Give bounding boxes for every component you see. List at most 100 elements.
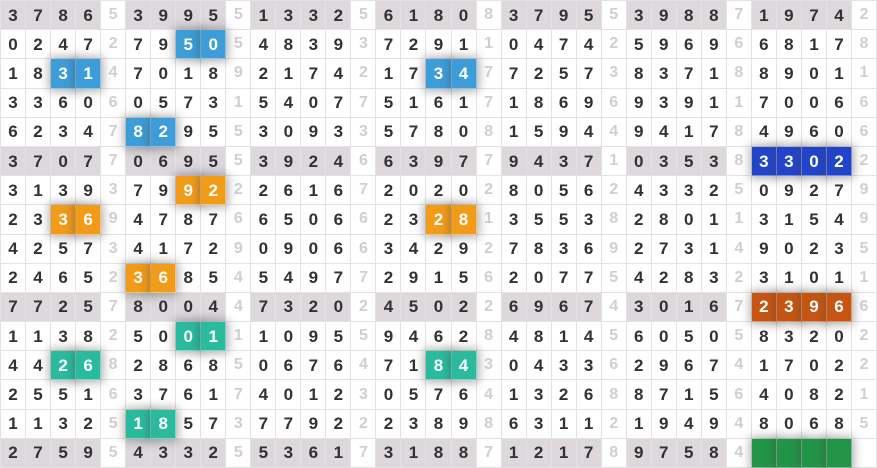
digit-cell: 6 [701, 292, 727, 323]
gap-digit-cell: 8 [476, 1, 502, 31]
digit-cell: 0 [626, 146, 652, 177]
gap-digit-cell: 2 [101, 263, 127, 293]
digit-cell: 3 [376, 438, 402, 468]
gap-digit-cell: 1 [476, 30, 502, 60]
digit-cell: 6 [501, 409, 527, 439]
digit-cell: 9 [326, 30, 352, 60]
gap-digit-cell: 5 [226, 146, 252, 177]
digit-cell: 0 [51, 146, 77, 177]
gap-digit-cell: 7 [476, 438, 502, 468]
gap-digit-cell: 3 [101, 234, 127, 264]
digit-cell: 9 [401, 263, 427, 293]
digit-cell: 0 [426, 292, 452, 323]
digit-cell: 7 [26, 438, 52, 468]
digit-cell: 7 [826, 30, 852, 60]
digit-cell: 1 [451, 30, 477, 60]
digit-cell: 7 [176, 234, 202, 264]
digit-cell: 9 [651, 30, 677, 60]
gap-digit-cell: 7 [476, 146, 502, 177]
gap-digit-cell: 2 [351, 409, 377, 439]
digit-cell: 4 [251, 30, 277, 60]
gap-digit-cell: 1 [726, 88, 752, 118]
digit-cell: 7 [276, 409, 302, 439]
gap-digit-cell: 1 [851, 59, 877, 89]
digit-cell: 2 [1, 205, 27, 235]
gap-digit-cell: 9 [101, 205, 127, 235]
gap-digit-cell: 2 [351, 292, 377, 323]
digit-cell: 9 [76, 438, 102, 468]
digit-cell: 6 [176, 351, 202, 381]
digit-cell: 3 [551, 351, 577, 381]
digit-cell: 6 [326, 351, 352, 381]
digit-cell: 1 [401, 1, 427, 31]
gap-digit-cell: 7 [101, 292, 127, 323]
digit-cell: 6 [326, 234, 352, 264]
highlighted-digit-cell: 8 [451, 205, 477, 235]
digit-cell: 1 [626, 409, 652, 439]
digit-cell: 0 [501, 30, 527, 60]
gap-digit-cell: 2 [476, 176, 502, 206]
digit-cell: 4 [676, 409, 702, 439]
digit-cell: 7 [576, 59, 602, 89]
digit-cell: 2 [301, 292, 327, 323]
digit-cell: 6 [251, 205, 277, 235]
digit-cell: 6 [826, 88, 852, 118]
digit-cell: 3 [1, 146, 27, 177]
digit-cell: 5 [626, 30, 652, 60]
digit-cell: 7 [76, 234, 102, 264]
digit-cell: 7 [151, 380, 177, 410]
highlighted-digit-cell [776, 438, 802, 468]
digit-cell: 1 [551, 322, 577, 352]
digit-cell: 3 [576, 205, 602, 235]
digit-cell: 3 [26, 88, 52, 118]
gap-digit-cell: 5 [601, 1, 627, 31]
digit-cell: 4 [751, 380, 777, 410]
digit-cell: 2 [426, 176, 452, 206]
gap-digit-cell: 6 [851, 117, 877, 147]
gap-digit-cell: 8 [476, 117, 502, 147]
digit-cell: 7 [126, 30, 152, 60]
digit-cell: 0 [251, 234, 277, 264]
gap-digit-cell: 7 [351, 438, 377, 468]
digit-cell: 0 [301, 205, 327, 235]
digit-cell: 7 [251, 409, 277, 439]
gap-digit-cell: 9 [226, 234, 252, 264]
digit-cell: 3 [651, 59, 677, 89]
digit-cell: 7 [26, 292, 52, 323]
digit-cell: 3 [276, 1, 302, 31]
digit-cell: 7 [501, 234, 527, 264]
digit-cell: 3 [326, 117, 352, 147]
digit-cell: 7 [576, 146, 602, 177]
digit-cell: 9 [626, 438, 652, 468]
digit-cell: 3 [551, 146, 577, 177]
digit-cell: 7 [526, 1, 552, 31]
digit-cell: 2 [251, 176, 277, 206]
gap-digit-cell: 7 [726, 292, 752, 323]
digit-cell: 5 [51, 438, 77, 468]
digit-cell: 8 [126, 292, 152, 323]
digit-cell: 8 [26, 59, 52, 89]
digit-cell: 6 [76, 1, 102, 31]
digit-cell: 7 [126, 176, 152, 206]
digit-cell: 0 [376, 380, 402, 410]
highlighted-digit-cell: 6 [151, 263, 177, 293]
digit-cell: 2 [26, 30, 52, 60]
digit-cell: 7 [401, 59, 427, 89]
gap-digit-cell: 2 [101, 322, 127, 352]
digit-cell: 1 [1, 59, 27, 89]
digit-cell: 1 [751, 1, 777, 31]
highlighted-digit-cell: 2 [826, 146, 852, 177]
digit-cell: 7 [326, 88, 352, 118]
digit-cell: 7 [376, 30, 402, 60]
digit-cell: 8 [426, 438, 452, 468]
digit-cell: 7 [651, 438, 677, 468]
highlighted-digit-cell: 4 [451, 59, 477, 89]
gap-digit-cell: 2 [601, 30, 627, 60]
digit-cell: 1 [501, 438, 527, 468]
digit-cell: 7 [576, 292, 602, 323]
digit-cell: 8 [526, 88, 552, 118]
digit-cell: 4 [651, 117, 677, 147]
